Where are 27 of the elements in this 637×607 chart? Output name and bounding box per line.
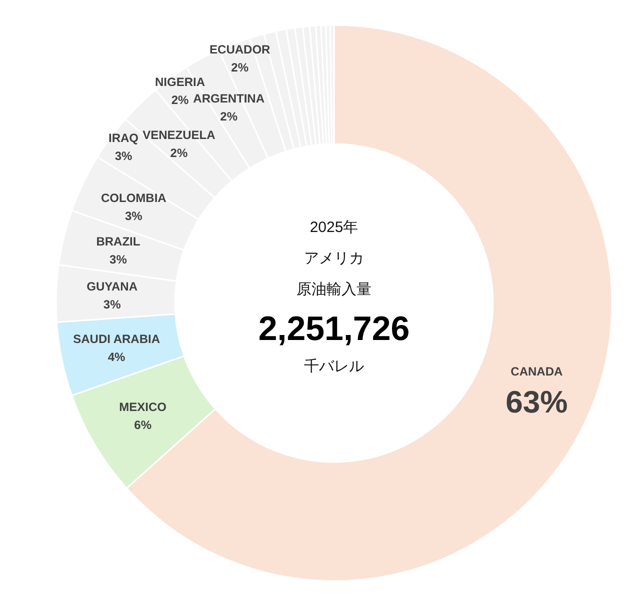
slice-label: MEXICO <box>119 400 167 414</box>
slice-label: IRAQ <box>108 131 138 146</box>
text: 2025年 <box>310 219 358 236</box>
text: 2,251,726 <box>258 310 410 348</box>
text: アメリカ <box>304 250 364 267</box>
slice-label: SAUDI ARABIA <box>73 332 160 346</box>
data-label: 6% <box>134 418 152 432</box>
data-label: 2% <box>171 93 189 108</box>
data-label: 2% <box>170 146 188 160</box>
slice-label: VENEZUELA <box>142 128 216 142</box>
data-label: 3% <box>124 209 143 224</box>
slice-label: BRAZIL <box>96 234 140 248</box>
slice-label: GUYANA <box>86 279 138 294</box>
data-label: 3% <box>114 149 132 164</box>
data-label: 3% <box>110 252 128 266</box>
data-label: 3% <box>103 297 122 312</box>
data-label: 2% <box>220 109 238 124</box>
slice-label: ARGENTINA <box>193 91 265 106</box>
text: 原油輸入量 <box>296 281 372 298</box>
data-label: 2% <box>231 60 249 74</box>
slice-label: NIGERIA <box>154 75 206 90</box>
text: 千バレル <box>304 358 364 375</box>
data-label: 4% <box>108 350 126 364</box>
slice-label: ECUADOR <box>210 42 271 56</box>
slice-label: CANADA <box>510 364 564 379</box>
data-label: 63% <box>506 384 568 420</box>
slice-label: COLOMBIA <box>101 191 167 206</box>
